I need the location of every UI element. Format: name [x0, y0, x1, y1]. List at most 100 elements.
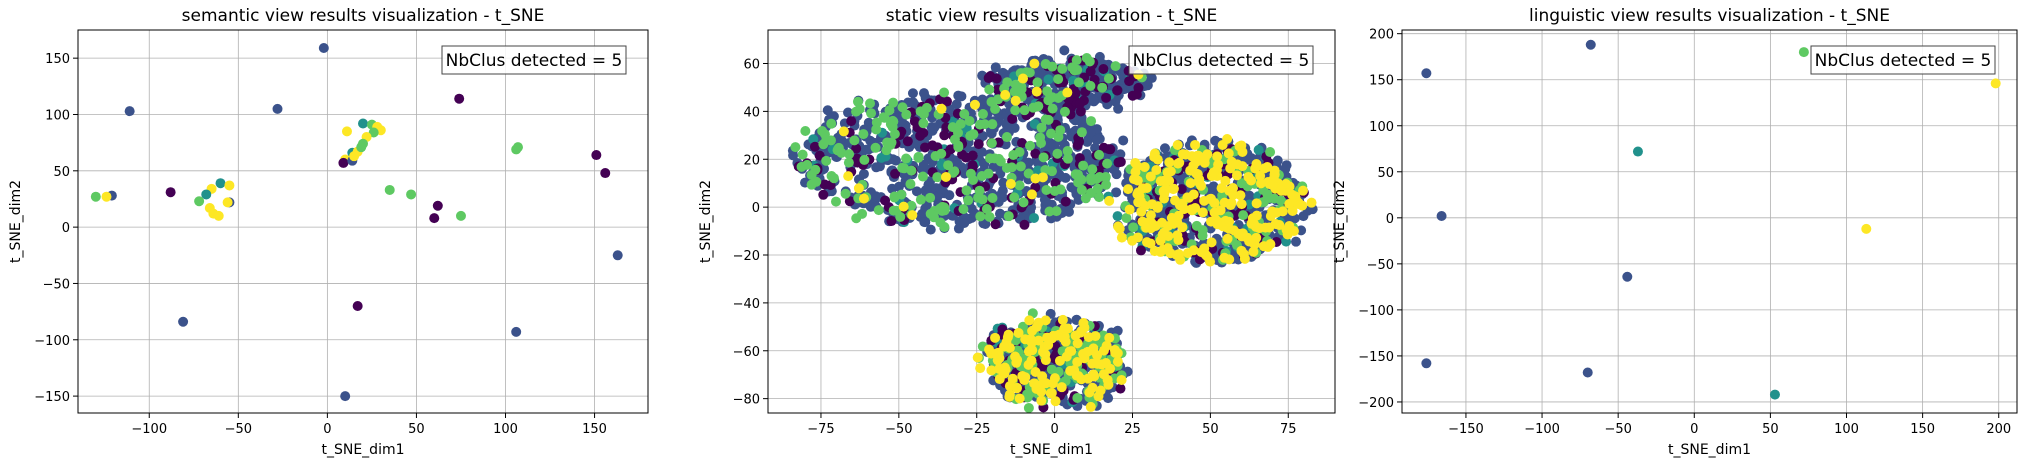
y-tick-label: −60	[733, 345, 760, 360]
data-point	[1306, 197, 1317, 208]
data-point	[1033, 101, 1044, 112]
data-point	[1042, 86, 1053, 97]
data-point	[994, 374, 1005, 385]
data-point	[991, 73, 1002, 84]
data-point	[1022, 389, 1033, 400]
data-point	[897, 102, 908, 113]
data-point	[1003, 211, 1014, 222]
data-point	[1177, 222, 1188, 233]
data-point	[1123, 184, 1134, 195]
data-point	[1206, 170, 1217, 181]
x-tick-label: 200	[1986, 422, 2011, 437]
data-point	[1164, 157, 1175, 168]
data-point	[1222, 134, 1233, 145]
data-point	[1023, 402, 1034, 413]
x-tick-label: 25	[1124, 422, 1141, 437]
data-point	[1282, 229, 1293, 240]
data-point	[808, 134, 819, 145]
data-point	[1072, 356, 1083, 367]
data-point	[986, 365, 997, 376]
data-point	[1131, 89, 1142, 100]
data-point	[1184, 192, 1195, 203]
data-point	[1056, 382, 1067, 393]
data-point	[1013, 327, 1024, 338]
data-point	[822, 105, 833, 116]
data-point	[1990, 78, 2001, 89]
data-point	[994, 208, 1005, 219]
data-point	[1066, 346, 1077, 357]
y-tick-label: −20	[733, 249, 760, 264]
data-point	[844, 196, 855, 207]
data-point	[224, 180, 235, 191]
data-point	[874, 161, 885, 172]
data-point	[1025, 334, 1036, 345]
x-axis-label: t_SNE_dim1	[1010, 442, 1093, 458]
data-point	[1103, 393, 1114, 404]
data-point	[1421, 68, 1432, 79]
data-point	[1269, 193, 1280, 204]
data-point	[840, 188, 851, 199]
y-tick-label: −50	[43, 277, 70, 292]
data-point	[349, 151, 360, 162]
data-point	[821, 155, 832, 166]
data-point	[511, 326, 522, 337]
chart-title: linguistic view results visualization - …	[1529, 6, 1890, 26]
data-point	[1132, 175, 1143, 186]
x-tick-label: −150	[1448, 422, 1484, 437]
data-point	[1236, 199, 1247, 210]
data-point	[983, 73, 994, 84]
data-point	[1173, 158, 1184, 169]
data-point	[1030, 148, 1041, 159]
data-point	[1019, 105, 1030, 116]
data-point	[1225, 163, 1236, 174]
data-point	[1110, 61, 1121, 72]
data-point	[1033, 335, 1044, 346]
y-tick-label: 0	[1386, 212, 1394, 227]
data-point	[215, 178, 226, 189]
data-point	[1265, 239, 1276, 250]
data-point	[1236, 245, 1247, 256]
chart-1: −100 −50 0 50 100 150 −150 −100 −50 0 50 100 150 sema…	[8, 6, 649, 458]
data-point	[1059, 106, 1070, 117]
data-point	[943, 160, 954, 171]
data-point	[1001, 132, 1012, 143]
data-point	[997, 365, 1008, 376]
data-point	[929, 122, 940, 133]
data-point	[1074, 98, 1085, 109]
y-tick-label: −100	[1358, 304, 1394, 319]
data-point	[591, 150, 602, 161]
data-point	[854, 103, 865, 114]
data-point	[1247, 213, 1258, 224]
data-point	[1622, 271, 1633, 282]
data-point	[1102, 158, 1113, 169]
data-point	[1141, 237, 1152, 248]
data-point	[937, 205, 948, 216]
data-point	[178, 316, 189, 327]
data-point	[984, 84, 995, 95]
data-point	[1118, 135, 1129, 146]
data-point	[1182, 248, 1193, 259]
data-point	[896, 189, 907, 200]
data-point	[993, 153, 1004, 164]
data-point	[986, 138, 997, 149]
data-point	[432, 200, 443, 211]
data-point	[1124, 204, 1135, 215]
x-tick-label: 150	[582, 422, 607, 437]
data-point	[819, 129, 830, 140]
chart-2: −75 −50 −25 0 25 50 75 −80 −60 −40 −20 0 20 40 60 stati…	[698, 6, 1336, 458]
annotation-text: NbClus detected = 5	[1815, 51, 1992, 71]
data-point	[907, 210, 918, 221]
data-point	[1101, 179, 1112, 190]
data-point	[213, 210, 224, 221]
data-point	[925, 192, 936, 203]
data-point	[1072, 64, 1083, 75]
data-point	[1024, 67, 1035, 78]
data-point	[944, 103, 955, 114]
data-point	[809, 141, 820, 152]
data-point	[915, 130, 926, 141]
data-point	[811, 176, 822, 187]
x-tick-label: 50	[1762, 422, 1779, 437]
data-point	[1010, 95, 1021, 106]
data-point	[1103, 144, 1114, 155]
data-point	[1088, 95, 1099, 106]
